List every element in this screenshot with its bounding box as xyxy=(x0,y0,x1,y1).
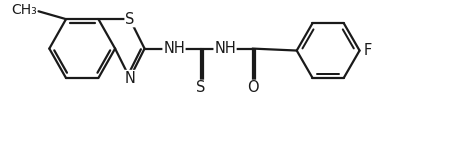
Text: NH: NH xyxy=(214,41,235,56)
Text: F: F xyxy=(363,43,371,58)
Text: CH₃: CH₃ xyxy=(11,3,36,17)
Text: N: N xyxy=(124,71,135,85)
Text: S: S xyxy=(195,80,205,95)
Text: O: O xyxy=(246,80,258,95)
Text: S: S xyxy=(125,12,134,27)
Text: NH: NH xyxy=(163,41,184,56)
